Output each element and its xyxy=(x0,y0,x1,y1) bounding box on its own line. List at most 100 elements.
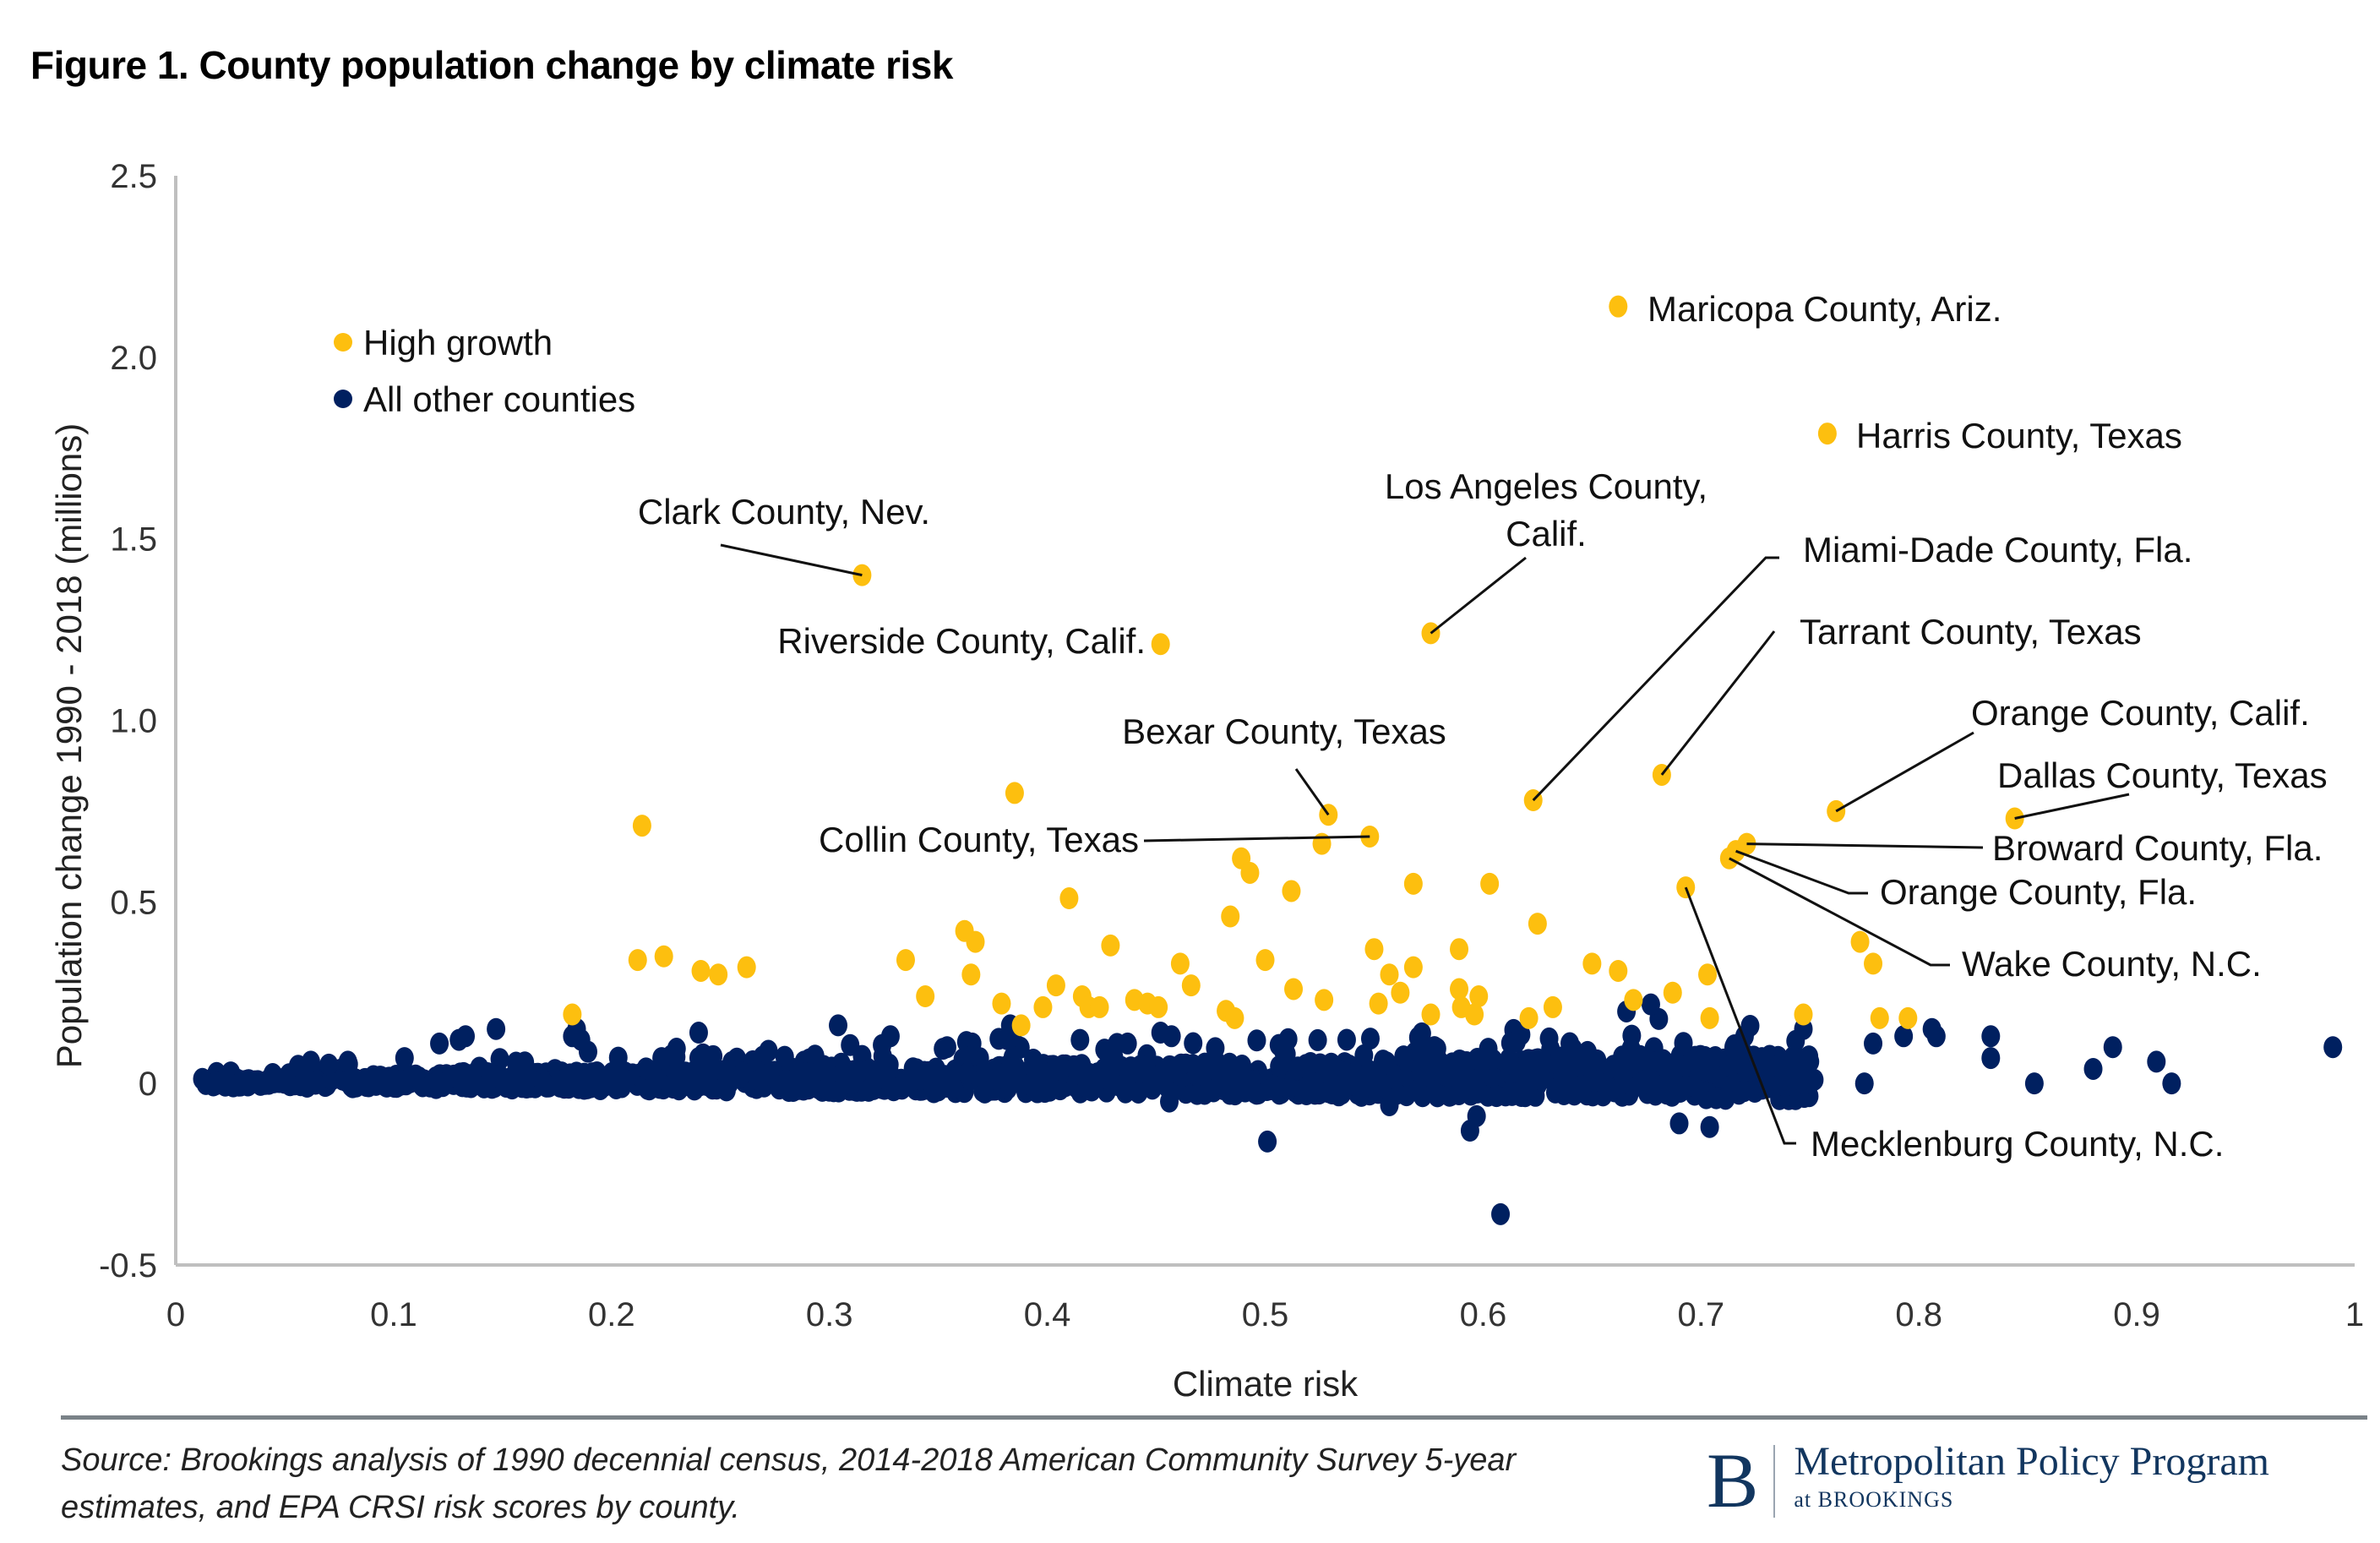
data-point-high-growth xyxy=(1519,1006,1539,1029)
data-point-high-growth xyxy=(1221,905,1240,928)
data-point-high-growth xyxy=(1181,974,1201,997)
data-point-other xyxy=(1722,1054,1741,1077)
data-point-other xyxy=(391,1069,411,1092)
data-point-other xyxy=(1768,1055,1788,1077)
data-point-high-growth xyxy=(961,963,981,986)
data-point-high-growth xyxy=(1609,295,1628,318)
data-point-other xyxy=(1301,1052,1321,1075)
data-point-high-growth xyxy=(1469,985,1489,1008)
data-point-other xyxy=(616,1069,635,1092)
data-point-other xyxy=(1511,1085,1531,1108)
data-point-high-growth xyxy=(1149,995,1168,1018)
data-point-other xyxy=(1508,1057,1528,1080)
data-point-other xyxy=(717,1061,737,1084)
leader-line xyxy=(1835,731,1974,813)
data-point-other xyxy=(215,1070,234,1093)
data-point-other xyxy=(880,1053,899,1076)
data-point-other xyxy=(1585,1070,1604,1093)
data-point-other xyxy=(2083,1057,2103,1080)
data-point-other xyxy=(319,1053,339,1076)
data-point-high-growth xyxy=(1380,963,1399,986)
data-point-other xyxy=(1264,1077,1283,1100)
data-point-other xyxy=(1552,1046,1571,1069)
data-point-other xyxy=(829,1080,848,1103)
annotation-label: Harris County, Texas xyxy=(1856,416,2182,455)
leader-line xyxy=(1684,886,1796,1145)
axes: -0.500.51.01.52.02.50 0.1 0.2 0.3 0.4 0.5 0.6 0… xyxy=(49,158,2364,1403)
data-point-other xyxy=(1206,1037,1225,1060)
legend: High growth All other counties xyxy=(334,323,635,419)
data-point-high-growth xyxy=(1369,992,1388,1015)
annotation-label: Los Angeles County, xyxy=(1385,466,1707,506)
x-tick-label: 0.3 xyxy=(806,1296,853,1333)
annotation-label: Dallas County, Texas xyxy=(1997,755,2328,795)
data-point-other xyxy=(1484,1067,1504,1090)
data-point-high-growth xyxy=(1543,995,1562,1018)
logo-mark: B xyxy=(1707,1437,1759,1524)
data-point-other xyxy=(1129,1081,1148,1104)
data-point-high-growth xyxy=(896,949,915,972)
data-point-other xyxy=(733,1061,753,1084)
data-point-other xyxy=(1188,1064,1207,1087)
data-point-high-growth xyxy=(1282,880,1301,902)
data-point-other xyxy=(301,1050,320,1073)
y-tick-label: 1.5 xyxy=(110,521,157,559)
data-point-other xyxy=(1114,1074,1133,1097)
data-point-other xyxy=(759,1039,778,1062)
data-point-other xyxy=(1491,1202,1511,1225)
data-point-high-growth xyxy=(992,992,1011,1015)
data-point-other xyxy=(960,1046,979,1069)
y-tick-label: -0.5 xyxy=(99,1247,157,1284)
data-point-other xyxy=(487,1017,506,1040)
data-point-other xyxy=(1467,1104,1486,1127)
data-point-other xyxy=(1380,1093,1399,1116)
data-point-high-growth xyxy=(1315,989,1334,1011)
annotation-label: Bexar County, Texas xyxy=(1122,712,1446,751)
data-point-high-growth xyxy=(1005,782,1024,804)
data-point-other xyxy=(1386,1067,1405,1090)
annotation-label: Wake County, N.C. xyxy=(1962,944,2262,984)
data-point-high-growth xyxy=(1225,1006,1244,1029)
data-point-high-growth xyxy=(1794,1003,1813,1026)
source-note: Source: Brookings analysis of 1990 decen… xyxy=(61,1442,1517,1525)
data-point-high-growth xyxy=(1450,978,1469,1000)
data-point-other xyxy=(507,1063,526,1086)
data-point-high-growth xyxy=(1046,974,1065,997)
data-point-other xyxy=(484,1064,504,1087)
data-point-other xyxy=(1669,1112,1689,1135)
data-point-high-growth xyxy=(1011,1014,1031,1037)
x-tick-label: 0.2 xyxy=(588,1296,635,1333)
data-point-other xyxy=(1456,1077,1475,1099)
data-point-high-growth xyxy=(966,930,985,953)
data-point-other xyxy=(1090,1067,1109,1090)
data-point-other xyxy=(1981,1025,2001,1048)
annotation-label: Orange County, Calif. xyxy=(1971,693,2310,733)
data-point-other xyxy=(591,1077,610,1100)
data-point-other xyxy=(1676,1076,1696,1099)
data-point-other xyxy=(2162,1072,2181,1095)
data-point-high-growth xyxy=(1850,930,1870,953)
data-point-other xyxy=(1337,1028,1356,1051)
annotation-label: Miami-Dade County, Fla. xyxy=(1803,530,2192,570)
data-point-high-growth xyxy=(1101,934,1120,957)
data-point-other xyxy=(1413,1085,1432,1108)
data-point-other xyxy=(1032,1070,1052,1093)
series-high-growth xyxy=(563,295,2024,1037)
logo-program-name: Metropolitan Policy Program xyxy=(1794,1439,2269,1484)
x-axis-title: Climate risk xyxy=(1173,1364,1359,1403)
data-point-other xyxy=(1118,1032,1137,1055)
data-point-high-growth xyxy=(1663,981,1682,1004)
data-point-other xyxy=(652,1047,672,1070)
x-tick-label: 0.7 xyxy=(1677,1296,1724,1333)
data-point-high-growth xyxy=(1151,633,1170,656)
data-point-other xyxy=(1547,1077,1566,1100)
leader-line xyxy=(720,543,863,577)
leader-line xyxy=(1430,556,1527,635)
annotation-label: Riverside County, Calif. xyxy=(777,621,1146,661)
data-point-high-growth xyxy=(1391,981,1410,1004)
data-point-other xyxy=(1321,1052,1341,1075)
data-point-high-growth xyxy=(1403,956,1423,979)
y-tick-label: 2.5 xyxy=(110,158,157,195)
data-point-other xyxy=(490,1048,509,1071)
annotation-label: Clark County, Nev. xyxy=(638,492,930,532)
